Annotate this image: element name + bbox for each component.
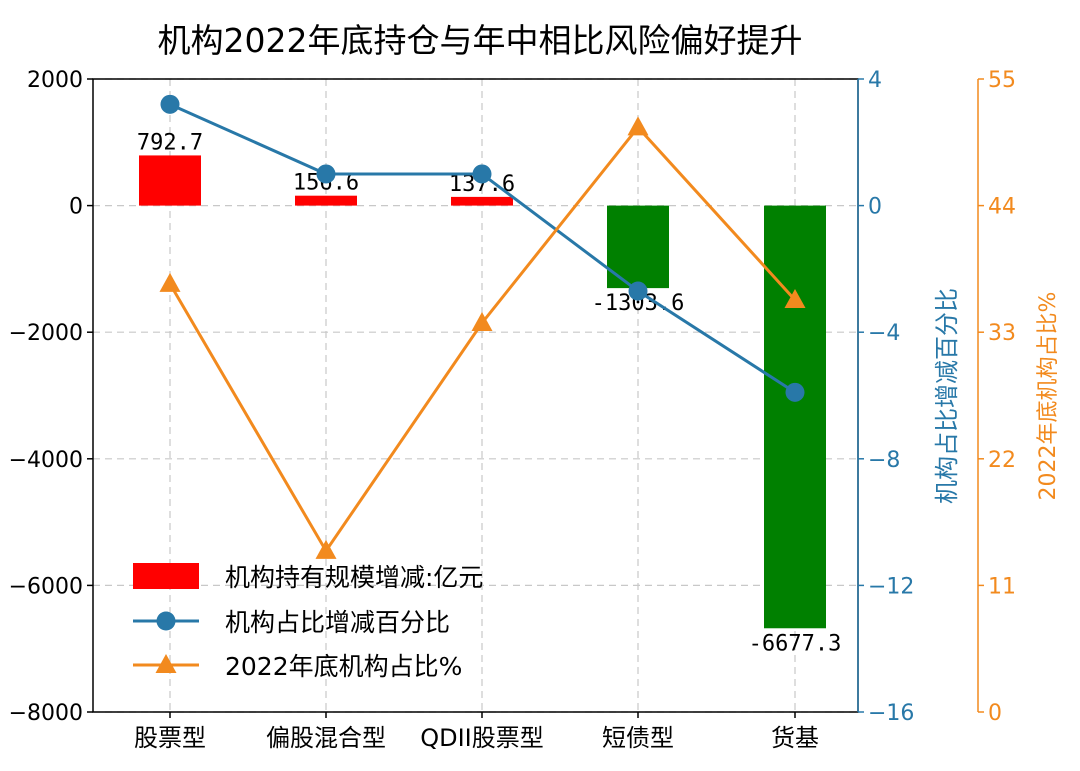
share-line-series xyxy=(159,116,806,559)
share-point xyxy=(784,288,806,308)
left-tick-label: 2000 xyxy=(27,68,83,93)
x-tick-label: 股票型 xyxy=(134,724,206,752)
chart-title: 机构2022年底持仓与年中相比风险偏好提升 xyxy=(158,21,803,60)
change-tick-label: 0 xyxy=(868,195,882,220)
change-point xyxy=(785,382,805,402)
share-tick-label: 55 xyxy=(988,68,1016,93)
share-tick-label: 22 xyxy=(988,448,1016,473)
bar xyxy=(139,155,201,206)
change-point xyxy=(472,164,492,184)
share-point xyxy=(627,116,649,136)
legend-bar-label: 机构持有规模增减:亿元 xyxy=(225,563,483,592)
legend-bar-swatch xyxy=(133,563,199,589)
left-tick-label: −4000 xyxy=(9,448,83,473)
change-point xyxy=(628,281,648,301)
change-point xyxy=(316,164,336,184)
x-tick-label: QDII股票型 xyxy=(420,724,544,752)
change-y-axis: −16 −12 −8 −4 0 4 xyxy=(857,68,914,726)
bar xyxy=(451,196,513,206)
legend-change-marker xyxy=(156,611,176,631)
share-point xyxy=(159,272,181,292)
bar-value-label: -6677.3 xyxy=(749,631,842,656)
left-tick-label: −2000 xyxy=(9,321,83,346)
left-tick-label: 0 xyxy=(69,195,83,220)
left-tick-label: −6000 xyxy=(9,574,83,599)
change-tick-label: −4 xyxy=(868,321,900,346)
share-tick-label: 11 xyxy=(988,574,1016,599)
legend-share-label: 2022年底机构占比% xyxy=(225,652,462,681)
share-tick-label: 0 xyxy=(988,701,1002,726)
bar-series xyxy=(139,155,826,629)
share-axis-label: 2022年底机构占比% xyxy=(1036,292,1061,501)
change-tick-label: −16 xyxy=(868,701,914,726)
left-y-axis: −8000 −6000 −4000 −2000 0 2000 xyxy=(9,68,93,726)
change-tick-label: −8 xyxy=(868,448,900,473)
legend: 机构持有规模增减:亿元 机构占比增减百分比 2022年底机构占比% xyxy=(133,563,483,681)
change-line-series xyxy=(160,94,805,402)
share-tick-label: 33 xyxy=(988,321,1016,346)
change-point xyxy=(160,94,180,114)
x-tick-label: 货基 xyxy=(771,724,819,752)
share-point xyxy=(471,311,493,331)
x-tick-label: 偏股混合型 xyxy=(266,724,386,752)
share-point xyxy=(315,539,337,559)
x-tick-label: 短债型 xyxy=(602,724,674,752)
bar xyxy=(295,195,357,206)
bar-value-label: 792.7 xyxy=(137,130,203,155)
share-tick-label: 44 xyxy=(988,195,1016,220)
legend-share-marker xyxy=(155,654,177,673)
left-tick-label: −8000 xyxy=(9,701,83,726)
share-y-axis: 0 11 22 33 44 55 xyxy=(977,68,1016,726)
change-tick-label: −12 xyxy=(868,574,914,599)
bar xyxy=(764,205,826,629)
legend-change-label: 机构占比增减百分比 xyxy=(225,608,450,637)
change-axis-label: 机构占比增减百分比 xyxy=(933,288,961,504)
change-tick-label: 4 xyxy=(868,68,882,93)
x-axis: 股票型 偏股混合型 QDII股票型 短债型 货基 xyxy=(134,712,819,752)
